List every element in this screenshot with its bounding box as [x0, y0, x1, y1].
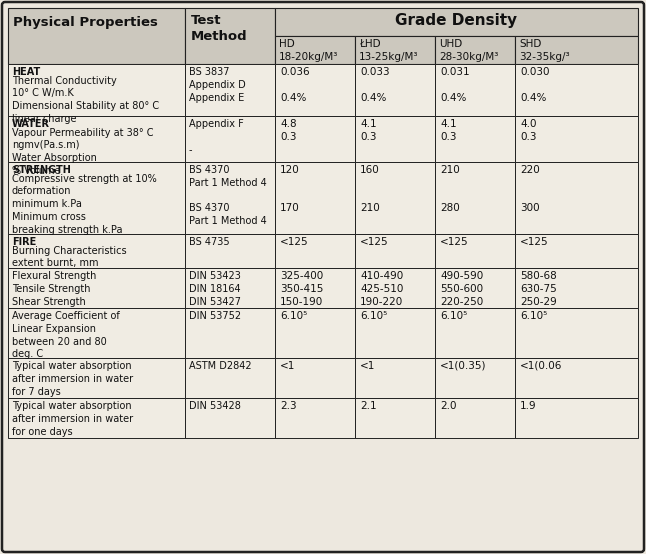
Bar: [515, 268, 638, 308]
Text: 4.1
0.3: 4.1 0.3: [360, 119, 377, 142]
Bar: [275, 8, 638, 36]
Text: Burning Characteristics
extent burnt, mm: Burning Characteristics extent burnt, mm: [12, 245, 127, 268]
Text: 6.10⁵: 6.10⁵: [440, 311, 467, 321]
Bar: [8, 398, 185, 438]
Text: HD
18-20kg/M³: HD 18-20kg/M³: [279, 39, 339, 62]
Bar: [8, 358, 185, 398]
Bar: [435, 36, 515, 64]
Bar: [435, 358, 515, 398]
Text: 6.10⁵: 6.10⁵: [280, 311, 307, 321]
Text: 410-490
425-510
190-220: 410-490 425-510 190-220: [360, 271, 403, 306]
Bar: [355, 64, 435, 116]
Bar: [355, 358, 435, 398]
Text: 0.033

0.4%: 0.033 0.4%: [360, 67, 390, 102]
Bar: [8, 8, 185, 64]
Text: Grade Density: Grade Density: [395, 13, 517, 28]
Text: 220


300: 220 300: [520, 165, 540, 213]
Bar: [8, 162, 185, 234]
Bar: [8, 308, 185, 358]
Text: 580-68
630-75
250-29: 580-68 630-75 250-29: [520, 271, 557, 306]
Text: ASTM D2842: ASTM D2842: [189, 361, 252, 371]
Bar: [275, 234, 355, 268]
Bar: [435, 268, 515, 308]
Text: 4.8
0.3: 4.8 0.3: [280, 119, 297, 142]
Bar: [515, 64, 638, 116]
Bar: [185, 64, 275, 116]
Bar: [355, 162, 435, 234]
Bar: [8, 268, 185, 308]
Text: 6.10⁵: 6.10⁵: [360, 311, 387, 321]
Text: <125: <125: [280, 237, 309, 247]
Text: 2.1: 2.1: [360, 401, 377, 411]
Bar: [8, 64, 185, 116]
Text: Test
Method: Test Method: [191, 14, 247, 44]
Text: 120


170: 120 170: [280, 165, 300, 213]
Bar: [275, 36, 355, 64]
Text: Physical Properties: Physical Properties: [13, 16, 158, 29]
Bar: [275, 268, 355, 308]
Bar: [185, 308, 275, 358]
Text: 2.0: 2.0: [440, 401, 457, 411]
Bar: [185, 162, 275, 234]
Bar: [515, 116, 638, 162]
Text: 490-590
550-600
220-250: 490-590 550-600 220-250: [440, 271, 483, 306]
Bar: [435, 116, 515, 162]
Text: 4.1
0.3: 4.1 0.3: [440, 119, 457, 142]
Text: <1(0.06: <1(0.06: [520, 361, 563, 371]
Text: 4.0
0.3: 4.0 0.3: [520, 119, 536, 142]
Text: <125: <125: [440, 237, 468, 247]
Bar: [185, 116, 275, 162]
Text: Typical water absorption
after immersion in water
for one days: Typical water absorption after immersion…: [12, 401, 133, 437]
Bar: [185, 398, 275, 438]
Text: HEAT: HEAT: [12, 67, 40, 77]
Bar: [435, 162, 515, 234]
Text: <1(0.35): <1(0.35): [440, 361, 486, 371]
Bar: [8, 234, 185, 268]
Text: Flexural Strength
Tensile Strength
Shear Strength: Flexural Strength Tensile Strength Shear…: [12, 271, 96, 306]
Bar: [185, 268, 275, 308]
Text: <125: <125: [520, 237, 548, 247]
Bar: [275, 162, 355, 234]
Bar: [275, 116, 355, 162]
Text: 160


210: 160 210: [360, 165, 380, 213]
Text: 325-400
350-415
150-190: 325-400 350-415 150-190: [280, 271, 324, 306]
Text: Thermal Conductivity
10° C W/m.K
Dimensional Stability at 80° C
linear charge: Thermal Conductivity 10° C W/m.K Dimensi…: [12, 75, 159, 124]
Text: Vapour Permeability at 38° C
ngmv(Pa.s.m)
Water Absorption
% Volume: Vapour Permeability at 38° C ngmv(Pa.s.m…: [12, 127, 154, 176]
Text: <1: <1: [360, 361, 375, 371]
Text: BS 4735: BS 4735: [189, 237, 229, 247]
Bar: [355, 36, 435, 64]
Bar: [435, 308, 515, 358]
Text: 210


280: 210 280: [440, 165, 460, 213]
Text: ŁHD
13-25kg/M³: ŁHD 13-25kg/M³: [359, 39, 419, 62]
Text: BS 3837
Appendix D
Appendix E: BS 3837 Appendix D Appendix E: [189, 67, 245, 102]
Text: 6.10⁵: 6.10⁵: [520, 311, 547, 321]
Bar: [515, 234, 638, 268]
Text: Average Coefficient of
Linear Expansion
between 20 and 80
deg. C: Average Coefficient of Linear Expansion …: [12, 311, 120, 360]
Text: BS 4370
Part 1 Method 4

BS 4370
Part 1 Method 4: BS 4370 Part 1 Method 4 BS 4370 Part 1 M…: [189, 165, 267, 226]
Bar: [355, 116, 435, 162]
Bar: [275, 64, 355, 116]
Bar: [185, 358, 275, 398]
Text: FIRE: FIRE: [12, 237, 36, 247]
Bar: [435, 398, 515, 438]
Text: 0.030

0.4%: 0.030 0.4%: [520, 67, 550, 102]
Bar: [355, 234, 435, 268]
Bar: [185, 8, 275, 64]
Text: Compressive strength at 10%
deformation
minimum k.Pa
Minimum cross
breaking stre: Compressive strength at 10% deformation …: [12, 173, 157, 235]
Text: Typical water absorption
after immersion in water
for 7 days: Typical water absorption after immersion…: [12, 361, 133, 397]
Bar: [355, 398, 435, 438]
Bar: [185, 234, 275, 268]
Text: DIN 53752: DIN 53752: [189, 311, 241, 321]
Bar: [515, 308, 638, 358]
Text: 0.031

0.4%: 0.031 0.4%: [440, 67, 470, 102]
Text: WATER: WATER: [12, 119, 50, 129]
Text: STRENGTH: STRENGTH: [12, 165, 71, 175]
Bar: [515, 36, 638, 64]
Bar: [275, 398, 355, 438]
Bar: [435, 64, 515, 116]
Text: 2.3: 2.3: [280, 401, 297, 411]
Bar: [515, 398, 638, 438]
Text: 1.9: 1.9: [520, 401, 537, 411]
Text: UHD
28-30kg/M³: UHD 28-30kg/M³: [439, 39, 498, 62]
